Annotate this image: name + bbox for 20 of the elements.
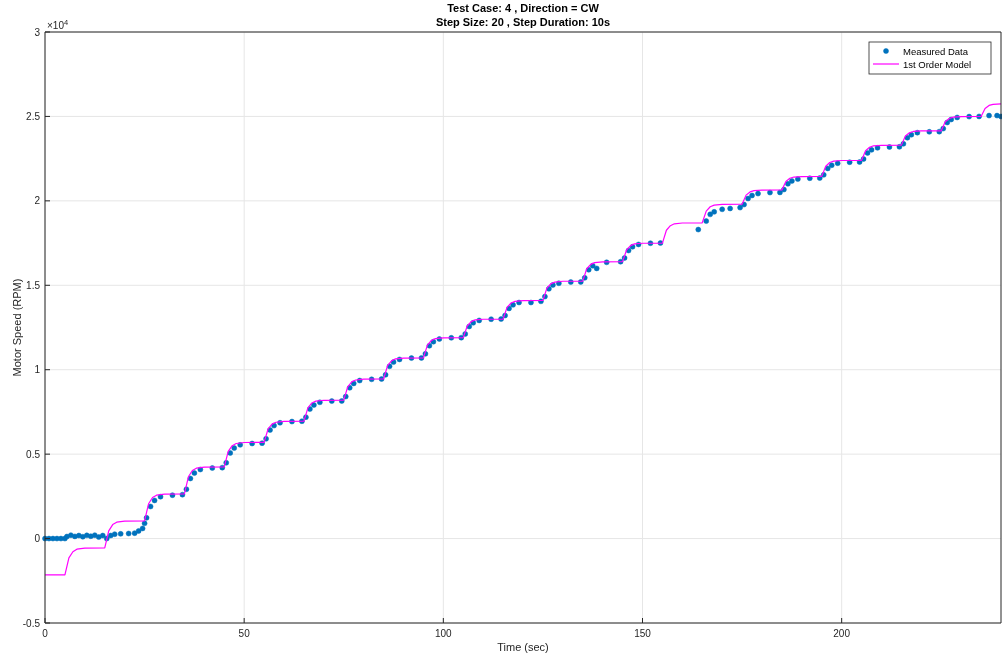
legend-label: 1st Order Model (903, 58, 972, 70)
x-tick-label: 200 (833, 628, 851, 639)
y-tick-label: 2 (34, 195, 41, 207)
chart-subtitle: Step Size: 20 , Step Duration: 10s (435, 16, 611, 28)
x-tick-label: 50 (238, 628, 251, 639)
x-axis-title: Time (sec) (497, 641, 549, 653)
x-tick-label: 150 (634, 628, 652, 639)
legend-label: Measured Data (903, 45, 969, 57)
x-tick-label: 100 (434, 628, 453, 639)
y-tick-label: 0 (34, 533, 41, 545)
y-tick-label: -0.5 (22, 617, 41, 629)
x-tick-label: 0 (42, 628, 49, 639)
y-tick-label: 0.5 (26, 448, 41, 460)
y-axis-title: Motor Speed (RPM) (11, 278, 23, 377)
text: ×10$^{4}$ (47, 17, 69, 31)
y-tick-label: 1 (34, 364, 41, 376)
y-tick-label: 2.5 (26, 110, 41, 122)
y-tick-label: 3 (34, 26, 41, 38)
y-tick-label: 1.5 (26, 279, 41, 291)
chart-title: Test Case: 4 , Direction = CW (447, 2, 600, 14)
